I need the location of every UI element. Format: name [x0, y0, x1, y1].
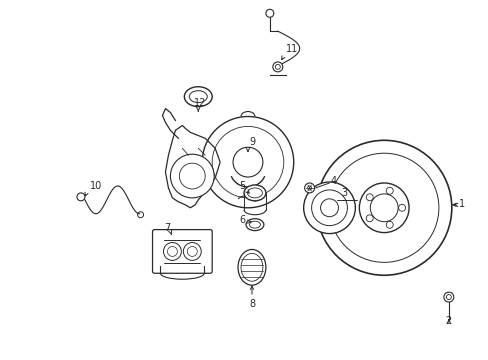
- Text: 12: 12: [194, 98, 206, 108]
- Ellipse shape: [184, 87, 212, 107]
- Text: 9: 9: [248, 137, 255, 147]
- Circle shape: [304, 183, 314, 193]
- Ellipse shape: [238, 249, 265, 285]
- Text: 11: 11: [285, 44, 297, 54]
- Circle shape: [170, 154, 214, 198]
- Circle shape: [163, 243, 181, 260]
- Ellipse shape: [245, 219, 264, 231]
- Text: 8: 8: [248, 299, 255, 309]
- Circle shape: [183, 243, 201, 260]
- Circle shape: [233, 147, 263, 177]
- Circle shape: [212, 126, 283, 198]
- Text: 7: 7: [164, 222, 170, 233]
- Circle shape: [202, 117, 293, 208]
- Text: 3: 3: [341, 188, 347, 198]
- Circle shape: [316, 140, 451, 275]
- Text: 4: 4: [330, 176, 336, 186]
- Text: 1: 1: [458, 199, 464, 209]
- Text: 2: 2: [445, 316, 451, 326]
- Ellipse shape: [244, 185, 265, 201]
- Circle shape: [443, 292, 453, 302]
- Circle shape: [359, 183, 408, 233]
- Circle shape: [272, 62, 282, 72]
- Text: 10: 10: [89, 181, 102, 191]
- FancyBboxPatch shape: [152, 230, 212, 273]
- Text: 6: 6: [239, 215, 244, 225]
- Circle shape: [303, 182, 355, 234]
- Circle shape: [311, 190, 346, 226]
- Circle shape: [329, 153, 438, 262]
- Text: 5: 5: [239, 181, 244, 191]
